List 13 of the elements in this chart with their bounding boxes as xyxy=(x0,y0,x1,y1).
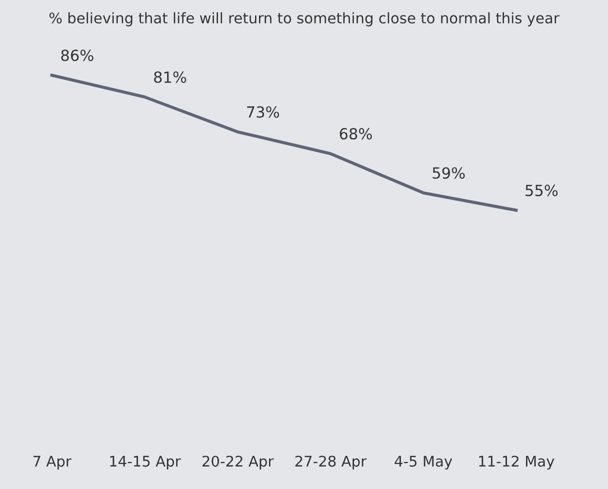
x-tick-label: 4-5 May xyxy=(394,456,452,470)
data-label: 59% xyxy=(432,167,465,179)
x-tick-label: 11-12 May xyxy=(479,456,554,470)
data-label: 81% xyxy=(154,71,186,83)
data-label: 73% xyxy=(247,106,280,118)
x-tick-label: 7 Apr xyxy=(33,456,72,470)
data-label: 86% xyxy=(61,50,94,62)
x-tick-label: 20-22 Apr xyxy=(202,456,274,470)
data-label: 68% xyxy=(340,128,372,140)
x-tick-label: 14-15 Apr xyxy=(110,456,181,470)
data-label: 55% xyxy=(526,184,558,196)
x-tick-label: 27-28 Apr xyxy=(295,456,367,470)
chart-title: % believing that life will return to something close to normal this year xyxy=(49,12,560,26)
